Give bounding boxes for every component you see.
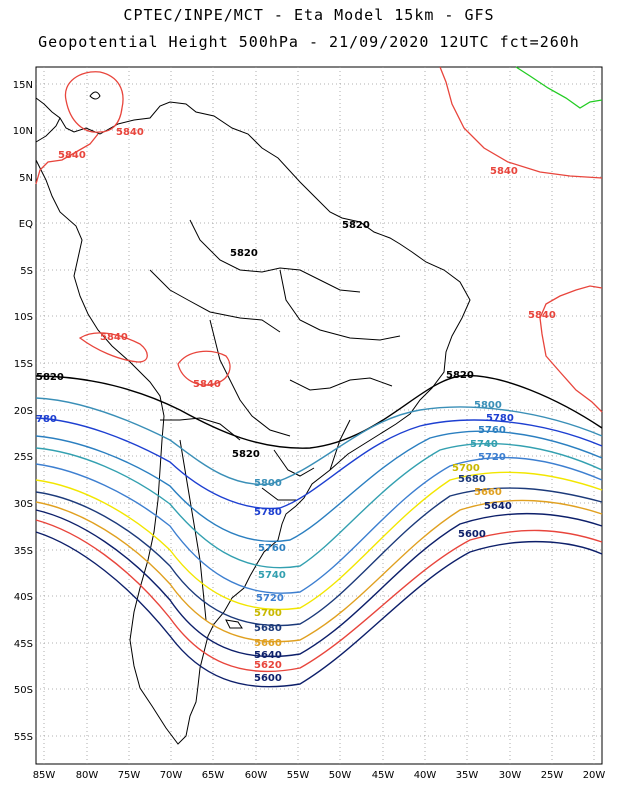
lon-tick-label: 40W bbox=[414, 770, 437, 781]
contour-label: 5620 bbox=[254, 660, 282, 671]
lon-tick-label: 55W bbox=[287, 770, 310, 781]
contour-label: 5800 bbox=[474, 400, 502, 411]
contour-label: 5600 bbox=[458, 529, 486, 540]
contour-label: 5840 bbox=[193, 379, 221, 390]
contour-label: 5800 bbox=[254, 478, 282, 489]
lat-tick-label: 10S bbox=[14, 312, 33, 323]
map-frame bbox=[35, 66, 603, 765]
contour-green bbox=[515, 66, 603, 109]
contour-label: 5820 bbox=[230, 248, 258, 259]
contour-label: 5700 bbox=[452, 463, 480, 474]
contour-label: 5680 bbox=[254, 623, 282, 634]
contour-label: 5820 bbox=[232, 449, 260, 460]
contour-label: 5680 bbox=[458, 474, 486, 485]
lat-tick-label: 15N bbox=[13, 80, 33, 91]
lat-tick-label: 5N bbox=[19, 173, 33, 184]
lat-tick-label: 45S bbox=[14, 639, 33, 650]
lat-tick-label: EQ bbox=[19, 219, 33, 230]
contour-label: 5760 bbox=[478, 425, 506, 436]
coastline bbox=[35, 91, 471, 745]
contour-label: 5740 bbox=[470, 439, 498, 450]
lat-tick-label: 20S bbox=[14, 406, 33, 417]
lon-tick-label: 75W bbox=[118, 770, 141, 781]
contour-label: 780 bbox=[36, 414, 57, 425]
lat-tick-label: 55S bbox=[14, 732, 33, 743]
lon-tick-label: 25W bbox=[541, 770, 564, 781]
contour-label: 5760 bbox=[258, 543, 286, 554]
lat-tick-label: 5S bbox=[20, 266, 33, 277]
contour-label: 5660 bbox=[254, 638, 282, 649]
lat-tick-label: 50S bbox=[14, 685, 33, 696]
lat-tick-label: 10N bbox=[13, 126, 33, 137]
lat-tick-label: 40S bbox=[14, 592, 33, 603]
contour-5840 bbox=[35, 66, 603, 413]
contour-label: 5820 bbox=[342, 220, 370, 231]
contour-label: 5840 bbox=[100, 332, 128, 343]
lon-tick-label: 20W bbox=[583, 770, 606, 781]
contour-label: 5700 bbox=[254, 608, 282, 619]
lon-tick-label: 80W bbox=[76, 770, 99, 781]
contour-label: 5740 bbox=[258, 570, 286, 581]
contour-label: 5840 bbox=[116, 127, 144, 138]
chart-subtitle: Geopotential Height 500hPa - 21/09/2020 … bbox=[38, 33, 580, 51]
contour-label: 5780 bbox=[254, 507, 282, 518]
lat-tick-label: 35S bbox=[14, 546, 33, 557]
graticule bbox=[36, 67, 602, 764]
lat-tick-label: 15S bbox=[14, 359, 33, 370]
contour-label: 5840 bbox=[490, 166, 518, 177]
lat-tick-label: 30S bbox=[14, 499, 33, 510]
lon-tick-label: 70W bbox=[160, 770, 183, 781]
contour-label: 5600 bbox=[254, 673, 282, 684]
axis-ticks: 15N10N5NEQ5S10S15S20S25S30S35S40S45S50S5… bbox=[13, 80, 606, 781]
lon-tick-label: 85W bbox=[33, 770, 56, 781]
contour-label: 5640 bbox=[254, 650, 282, 661]
contour-label: 5720 bbox=[478, 452, 506, 463]
lon-tick-label: 60W bbox=[245, 770, 268, 781]
contour-label: 5660 bbox=[474, 487, 502, 498]
lon-tick-label: 30W bbox=[499, 770, 522, 781]
lon-tick-label: 45W bbox=[372, 770, 395, 781]
contour-label: 5820 bbox=[446, 370, 474, 381]
lon-tick-label: 65W bbox=[202, 770, 225, 781]
contour-label: 5840 bbox=[58, 150, 86, 161]
contour-label: 5840 bbox=[528, 310, 556, 321]
contour-label: 5640 bbox=[484, 501, 512, 512]
contour-label: 5820 bbox=[36, 372, 64, 383]
lon-tick-label: 50W bbox=[329, 770, 352, 781]
chart-title: CPTEC/INPE/MCT - Eta Model 15km - GFS bbox=[123, 6, 495, 24]
contour-label: 5720 bbox=[256, 593, 284, 604]
lat-tick-label: 25S bbox=[14, 452, 33, 463]
contour-labels: 5840 5840 5840 5840 5840 5840 5820 5820 … bbox=[36, 127, 556, 684]
contour-label: 5780 bbox=[486, 413, 514, 424]
contour-bands bbox=[35, 374, 603, 688]
lon-tick-label: 35W bbox=[456, 770, 479, 781]
